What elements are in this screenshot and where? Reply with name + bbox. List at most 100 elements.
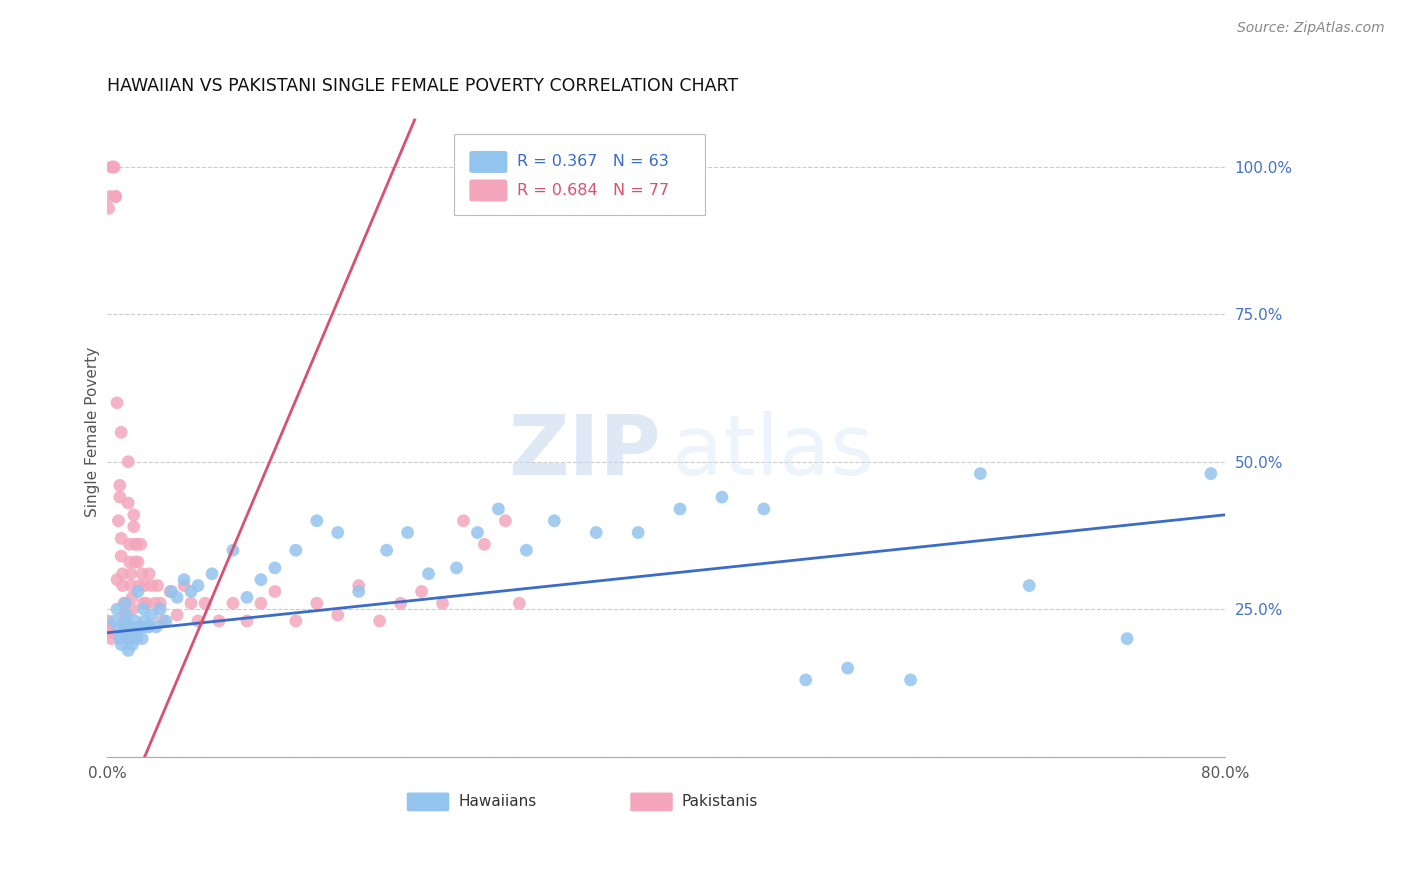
Point	[347, 578, 370, 592]
Point	[124, 555, 146, 569]
FancyBboxPatch shape	[630, 792, 672, 812]
Point	[411, 584, 433, 599]
Point	[111, 566, 134, 581]
Point	[110, 549, 132, 563]
Point	[155, 614, 177, 628]
Point	[110, 638, 132, 652]
Point	[111, 625, 134, 640]
Point	[135, 620, 157, 634]
Point	[180, 584, 202, 599]
Point	[396, 525, 419, 540]
Point	[508, 596, 530, 610]
Point	[143, 596, 166, 610]
Point	[166, 608, 188, 623]
Point	[180, 596, 202, 610]
Point	[115, 608, 138, 623]
Point	[134, 614, 156, 628]
Point	[710, 490, 733, 504]
Point	[1018, 578, 1040, 592]
Point	[166, 591, 188, 605]
Point	[121, 638, 143, 652]
Point	[474, 537, 496, 551]
Point	[389, 596, 412, 610]
Point	[146, 578, 169, 592]
Point	[152, 614, 174, 628]
Text: R = 0.684   N = 77: R = 0.684 N = 77	[517, 183, 669, 198]
Point	[135, 596, 157, 610]
Point	[105, 396, 128, 410]
Text: R = 0.367   N = 63: R = 0.367 N = 63	[517, 154, 669, 169]
Point	[432, 596, 454, 610]
Point	[149, 602, 172, 616]
Point	[134, 578, 156, 592]
Point	[117, 455, 139, 469]
Point	[104, 189, 127, 203]
Point	[187, 578, 209, 592]
Point	[124, 614, 146, 628]
Point	[120, 578, 142, 592]
FancyBboxPatch shape	[454, 134, 706, 215]
Point	[100, 160, 122, 174]
Point	[114, 620, 136, 634]
Point	[110, 532, 132, 546]
Point	[1116, 632, 1139, 646]
Point	[121, 602, 143, 616]
Text: HAWAIIAN VS PAKISTANI SINGLE FEMALE POVERTY CORRELATION CHART: HAWAIIAN VS PAKISTANI SINGLE FEMALE POVE…	[107, 78, 738, 95]
Point	[326, 608, 349, 623]
Point	[141, 578, 163, 592]
Point	[837, 661, 859, 675]
Point	[115, 632, 138, 646]
Point	[122, 508, 145, 522]
Point	[194, 596, 217, 610]
Point	[103, 614, 125, 628]
Point	[114, 614, 136, 628]
Point	[122, 625, 145, 640]
Point	[138, 620, 160, 634]
Point	[98, 189, 121, 203]
Point	[110, 425, 132, 440]
Point	[131, 632, 153, 646]
Point	[111, 578, 134, 592]
Text: Hawaiians: Hawaiians	[458, 795, 537, 809]
Point	[98, 625, 121, 640]
Point	[305, 596, 328, 610]
Point	[125, 537, 148, 551]
Text: Source: ZipAtlas.com: Source: ZipAtlas.com	[1237, 21, 1385, 35]
Point	[669, 502, 692, 516]
Point	[264, 561, 287, 575]
Point	[104, 189, 127, 203]
Point	[118, 555, 141, 569]
Point	[543, 514, 565, 528]
FancyBboxPatch shape	[470, 179, 508, 202]
Point	[114, 596, 136, 610]
Point	[201, 566, 224, 581]
Point	[118, 632, 141, 646]
Point	[250, 573, 273, 587]
Point	[117, 496, 139, 510]
Point	[173, 573, 195, 587]
Point	[117, 643, 139, 657]
Point	[127, 584, 149, 599]
Point	[222, 596, 245, 610]
Point	[236, 614, 259, 628]
Point	[187, 614, 209, 628]
Point	[115, 620, 138, 634]
Point	[138, 566, 160, 581]
Point	[105, 573, 128, 587]
Point	[418, 566, 440, 581]
Point	[108, 478, 131, 492]
Point	[118, 537, 141, 551]
Point	[900, 673, 922, 687]
Point	[1199, 467, 1222, 481]
Point	[969, 467, 991, 481]
Point	[108, 632, 131, 646]
Point	[160, 584, 183, 599]
Point	[125, 632, 148, 646]
Point	[446, 561, 468, 575]
Point	[107, 514, 129, 528]
Point	[284, 543, 307, 558]
Point	[97, 202, 120, 216]
Point	[453, 514, 475, 528]
Point	[114, 614, 136, 628]
Point	[131, 566, 153, 581]
